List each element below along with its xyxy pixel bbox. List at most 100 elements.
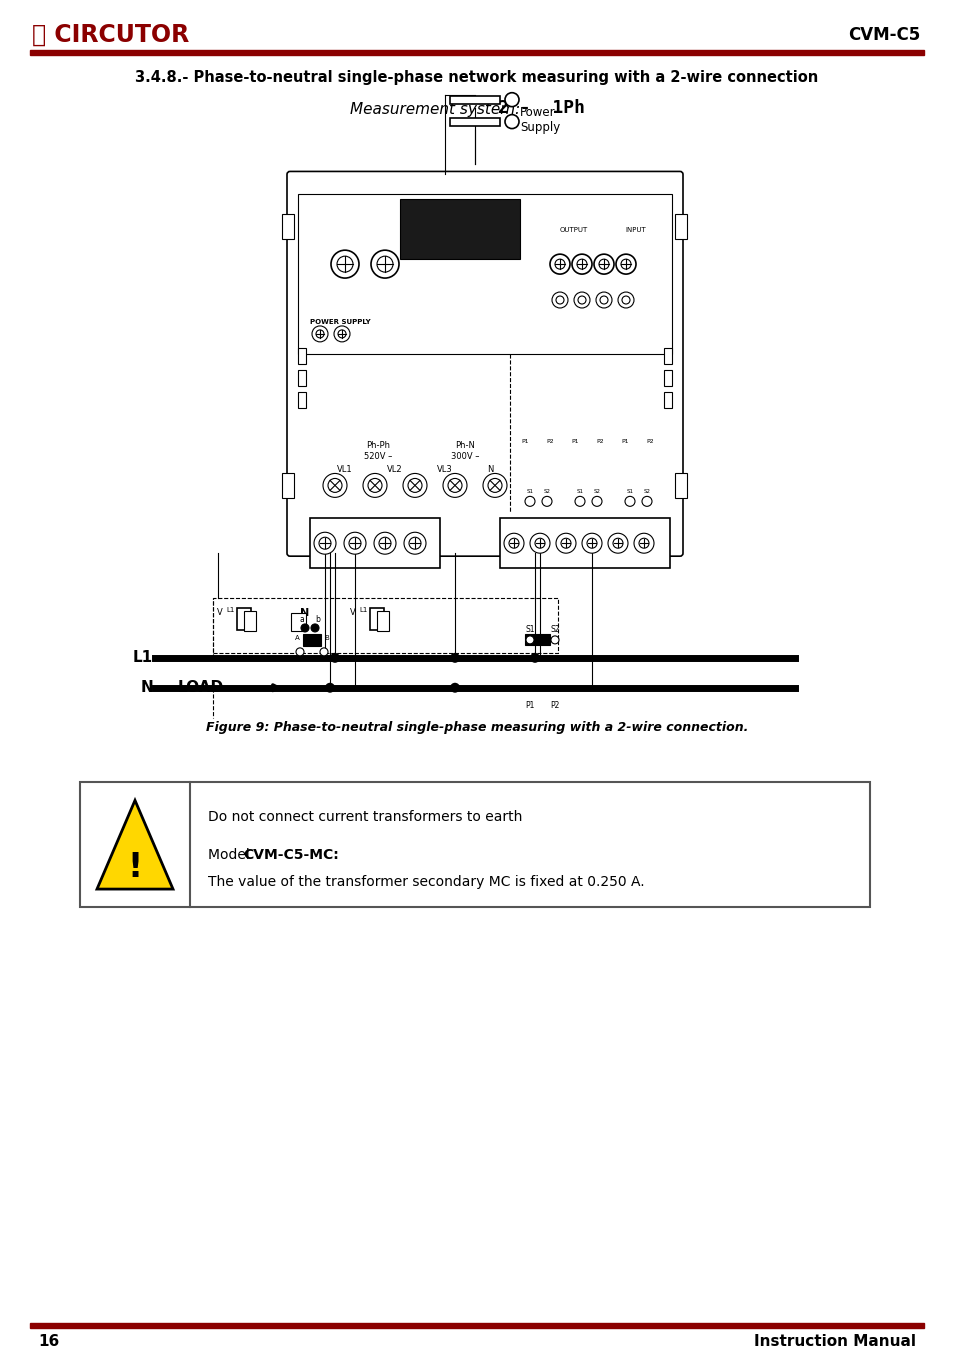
Circle shape [315,329,324,338]
Text: The value of the transformer secondary MC is fixed at 0.250 A.: The value of the transformer secondary M… [208,875,644,890]
Bar [282,474,294,498]
Circle shape [524,497,535,506]
Circle shape [328,478,341,493]
Circle shape [613,539,622,548]
Bar [30,1323,923,1327]
Circle shape [504,93,518,107]
Circle shape [577,259,586,269]
Text: S2: S2 [543,489,550,494]
Circle shape [530,653,539,663]
Text: 3.4.8.- Phase-to-neutral single-phase network measuring with a 2-wire connection: 3.4.8.- Phase-to-neutral single-phase ne… [135,70,818,85]
Circle shape [607,533,627,554]
Bar [524,634,550,645]
Circle shape [621,296,629,304]
Text: S1: S1 [526,489,533,494]
Circle shape [634,533,654,554]
Circle shape [503,533,523,554]
Bar [213,598,558,653]
Text: P1: P1 [620,439,628,444]
Circle shape [450,653,459,663]
Text: Measurement system:: Measurement system: [350,103,519,117]
Circle shape [482,474,506,497]
Text: S1: S1 [576,489,583,494]
Text: 300V –: 300V – [450,452,478,460]
Text: S1: S1 [525,625,535,634]
Text: N: N [486,464,493,474]
Circle shape [594,254,614,274]
Circle shape [319,648,328,656]
Circle shape [450,683,459,693]
Bar [236,608,251,630]
Bar [80,783,869,907]
Bar [663,348,671,363]
Text: 16: 16 [38,1334,59,1349]
Circle shape [575,497,584,506]
Text: L1: L1 [358,608,367,613]
Circle shape [551,636,558,644]
Bar [450,96,499,104]
Circle shape [402,474,427,497]
Text: VL2: VL2 [387,464,402,474]
Text: N: N [140,680,152,695]
Circle shape [378,537,391,549]
Text: INPUT: INPUT [624,227,645,234]
Circle shape [578,296,585,304]
Circle shape [295,648,304,656]
Circle shape [368,478,381,493]
Bar [675,474,686,498]
Circle shape [363,474,387,497]
Text: P2: P2 [546,439,554,444]
Text: OUTPUT: OUTPUT [559,227,588,234]
Text: S2: S2 [593,489,599,494]
Bar [499,518,669,568]
Text: CVM-C5-MC:: CVM-C5-MC: [243,848,338,863]
Circle shape [349,537,360,549]
FancyBboxPatch shape [287,171,682,556]
Bar [282,215,294,239]
Circle shape [325,683,335,693]
Bar [297,370,306,386]
Circle shape [334,325,350,342]
Bar [297,194,671,354]
Text: CVM-C5: CVM-C5 [847,26,919,45]
Circle shape [639,539,648,548]
Text: P2: P2 [645,439,653,444]
Circle shape [552,292,567,308]
Circle shape [331,250,358,278]
Circle shape [596,292,612,308]
Circle shape [618,292,634,308]
Circle shape [525,636,534,644]
Circle shape [371,250,398,278]
Bar [244,612,255,630]
Circle shape [442,474,467,497]
Circle shape [556,296,563,304]
Text: S2: S2 [643,489,650,494]
Bar [399,200,519,259]
Circle shape [504,115,518,128]
Text: POWER SUPPLY: POWER SUPPLY [310,319,370,325]
Bar [291,613,306,630]
Text: P1: P1 [571,439,578,444]
Circle shape [598,259,608,269]
Text: S1: S1 [626,489,633,494]
Circle shape [624,497,635,506]
Text: Power
Supply: Power Supply [519,105,559,134]
Circle shape [311,624,318,632]
Text: a: a [299,616,304,625]
Circle shape [330,653,339,663]
Text: 2 -  1Ph: 2 - 1Ph [497,99,584,116]
Text: P2: P2 [550,701,559,710]
Text: LOAD: LOAD [178,680,224,695]
Text: P1: P1 [520,439,528,444]
Circle shape [374,532,395,555]
Circle shape [616,254,636,274]
Bar [675,215,686,239]
Circle shape [572,254,592,274]
Text: Ⓢ CIRCUTOR: Ⓢ CIRCUTOR [32,23,189,47]
Circle shape [556,533,576,554]
Bar [297,348,306,363]
Text: S2: S2 [550,625,559,634]
Bar [370,608,384,630]
Circle shape [337,329,346,338]
Bar [663,370,671,386]
